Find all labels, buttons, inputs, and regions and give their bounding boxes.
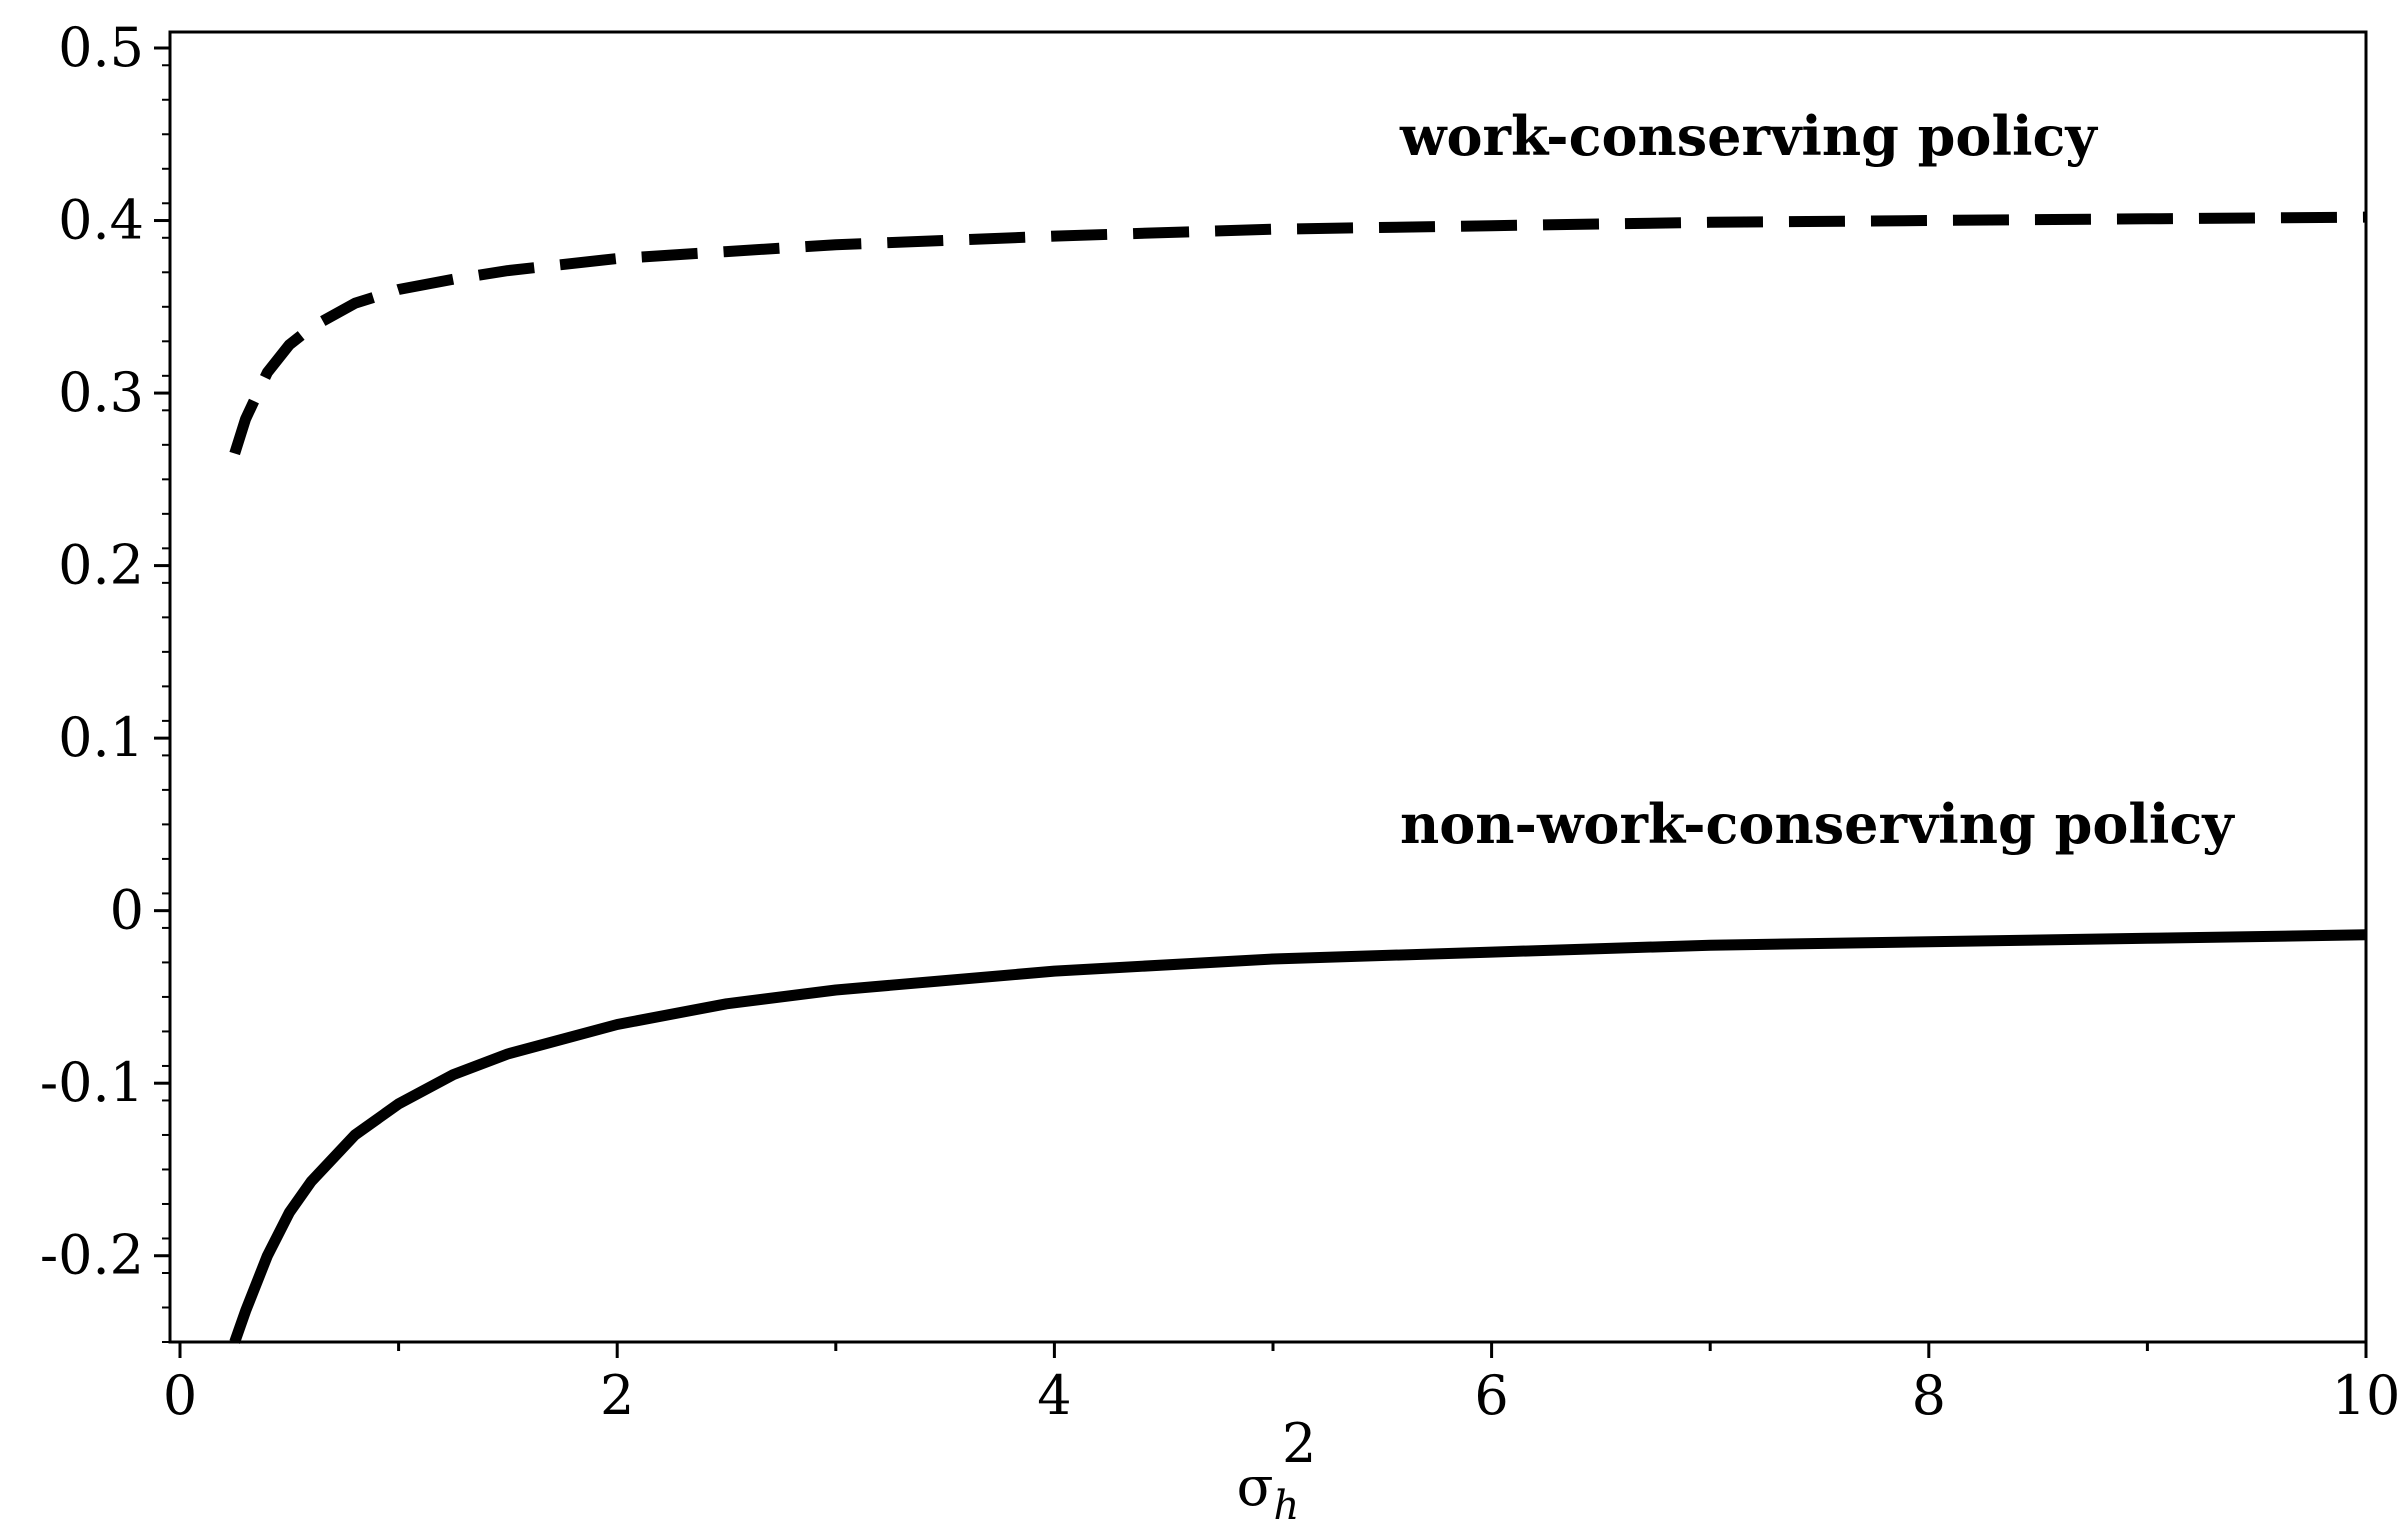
y-tick-label: 0.4 — [58, 189, 144, 252]
y-tick-label: -0.2 — [40, 1224, 144, 1287]
y-tick-label: 0.1 — [58, 706, 144, 769]
y-tick-label: 0 — [110, 879, 144, 942]
y-tick-label: -0.1 — [40, 1051, 144, 1114]
series-label-non-work-conserving: non-work-conserving policy — [1400, 792, 2235, 856]
x-tick-label: 6 — [1474, 1364, 1508, 1427]
x-axis-label-subscript: h — [1274, 1483, 1300, 1528]
x-axis-label-superscript: 2 — [1282, 1412, 1316, 1475]
x-tick-label: 2 — [600, 1364, 634, 1427]
y-tick-label: 0.5 — [58, 16, 144, 79]
x-tick-label: 0 — [163, 1364, 197, 1427]
y-tick-label: 0.3 — [58, 361, 144, 424]
axis-ticks — [154, 46, 2368, 1358]
series-labels: work-conserving policy non-work-conservin… — [1399, 104, 2235, 856]
tick-labels: 0 2 4 6 8 10 -0.2 -0.1 0 0.1 0.2 0.3 0.4 0.5 — [40, 16, 2400, 1427]
x-tick-label: 10 — [2332, 1364, 2401, 1427]
series-line-work-conserving — [229, 211, 2367, 456]
x-tick-label: 8 — [1912, 1364, 1946, 1427]
x-axis-label: σh — [1237, 1455, 1300, 1528]
x-tick-label: 4 — [1037, 1364, 1071, 1427]
series-label-work-conserving: work-conserving policy — [1399, 104, 2098, 168]
y-tick-label: 0.2 — [58, 534, 144, 597]
x-axis-label-base: σ — [1237, 1455, 1274, 1518]
series-line-non-work-conserving — [229, 929, 2367, 1344]
series-layer — [229, 211, 2367, 1344]
